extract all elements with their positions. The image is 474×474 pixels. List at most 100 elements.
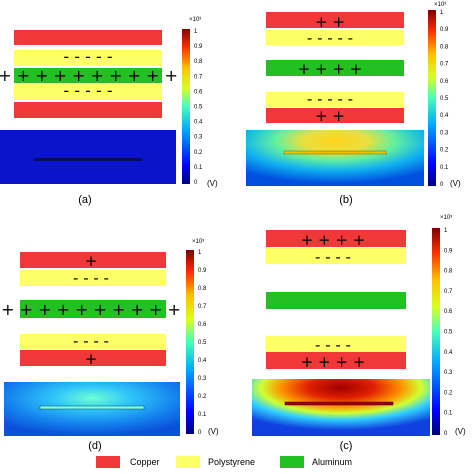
colorbar-tick-label: 0.9 bbox=[444, 248, 453, 254]
colorbar-tick-label: 1 bbox=[194, 29, 198, 35]
polystyrene-layer bbox=[266, 248, 406, 264]
colorbar-unit: (V) bbox=[450, 179, 461, 188]
colorbar-tick-label: 0.6 bbox=[194, 89, 203, 95]
potential-field bbox=[252, 379, 430, 436]
colorbar-tick-label: 0.6 bbox=[440, 79, 449, 85]
panel-a: - - - - - + + + + + + + + + + - - - - - … bbox=[0, 17, 218, 206]
colorbar-ticks: 1 0.9 0.8 0.7 0.6 0.5 0.4 0.3 0.2 0.1 0 bbox=[198, 250, 207, 436]
colorbar-scale: ×10³ bbox=[192, 239, 204, 245]
panel-caption: (b) bbox=[339, 194, 352, 206]
colorbar-tick-label: 0.4 bbox=[444, 350, 453, 356]
electrode-outline bbox=[284, 401, 394, 406]
colorbar-gradient bbox=[428, 10, 436, 186]
colorbar: ×10³ 1 0.9 0.8 0.7 0.6 0.5 0.4 0.3 0.2 0.1 0 (V) bbox=[428, 2, 461, 188]
polystyrene-layer bbox=[20, 270, 166, 286]
charge-signs: + + + + bbox=[301, 231, 366, 249]
polystyrene-layer bbox=[14, 50, 162, 66]
charge-signs: + bbox=[85, 350, 98, 368]
legend-label-polystyrene: Polystyrene bbox=[208, 457, 255, 467]
copper-layer bbox=[266, 12, 404, 28]
colorbar: ×10³ 1 0.9 0.8 0.7 0.6 0.5 0.4 0.3 0.2 0.1 0 (V) bbox=[182, 17, 218, 188]
colorbar-ticks: 1 0.9 0.8 0.7 0.6 0.5 0.4 0.3 0.2 0.1 0 bbox=[194, 29, 203, 186]
legend-swatch-copper bbox=[96, 456, 120, 468]
panel-caption: (c) bbox=[340, 440, 353, 452]
colorbar-tick-label: 0.1 bbox=[198, 412, 207, 418]
copper-layer bbox=[266, 352, 406, 369]
legend-label-copper: Copper bbox=[130, 457, 160, 467]
colorbar-tick-label: 0.5 bbox=[194, 105, 203, 111]
charge-signs: - - - - - bbox=[63, 81, 112, 100]
colorbar-tick-label: 0 bbox=[194, 180, 198, 186]
charge-signs: + bbox=[85, 252, 98, 270]
colorbar-tick-label: 1 bbox=[440, 10, 444, 16]
colorbar-tick-label: 0.9 bbox=[440, 27, 449, 33]
colorbar-tick-label: 1 bbox=[198, 250, 202, 256]
charge-signs: + + + + bbox=[301, 353, 366, 371]
polystyrene-layer bbox=[266, 30, 404, 45]
colorbar-tick-label: 0.5 bbox=[198, 340, 207, 346]
colorbar-tick-label: 0.3 bbox=[444, 370, 453, 376]
polystyrene-layer bbox=[266, 92, 404, 107]
legend-swatch-polystyrene bbox=[176, 456, 200, 468]
colorbar-ticks: 1 0.9 0.8 0.7 0.6 0.5 0.4 0.3 0.2 0.1 0 bbox=[444, 228, 453, 437]
colorbar-tick-label: 0.7 bbox=[444, 289, 453, 295]
colorbar-tick-label: 0.8 bbox=[444, 269, 453, 275]
colorbar-tick-label: 0.2 bbox=[198, 394, 207, 400]
charge-signs: - - - - - bbox=[307, 29, 353, 47]
charge-signs: + + bbox=[315, 107, 345, 125]
colorbar-unit: (V) bbox=[207, 179, 218, 188]
electrode-outline bbox=[39, 405, 145, 410]
copper-layer bbox=[20, 350, 166, 366]
colorbar-tick-label: 0.8 bbox=[194, 59, 203, 65]
copper-layer bbox=[14, 102, 162, 118]
colorbar-gradient bbox=[182, 29, 190, 184]
colorbar-tick-label: 0.3 bbox=[198, 376, 207, 382]
charge-signs: - - - - bbox=[73, 332, 109, 350]
colorbar-tick-label: 0.4 bbox=[198, 358, 207, 364]
copper-layer bbox=[266, 108, 404, 123]
colorbar-tick-label: 0.4 bbox=[194, 120, 203, 126]
charge-signs: + + + + + + + + + + bbox=[0, 66, 178, 85]
panel-c: + + + + - - - - - - - - + + + + ×10³ 1 0.… bbox=[252, 215, 466, 452]
potential-field bbox=[246, 130, 424, 186]
charge-signs: - - - - bbox=[73, 269, 109, 287]
charge-signs: - - - - bbox=[315, 248, 351, 266]
colorbar-tick-label: 0 bbox=[198, 430, 202, 436]
colorbar-tick-label: 0.8 bbox=[440, 44, 449, 50]
colorbar-tick-label: 0.3 bbox=[194, 135, 203, 141]
electrode-outline bbox=[283, 150, 387, 155]
colorbar-tick-label: 0.7 bbox=[440, 62, 449, 68]
colorbar-tick-label: 0.5 bbox=[440, 96, 449, 102]
panel-d: + - - - - + + + + + + + + + + - - - - + … bbox=[1, 239, 219, 452]
potential-field bbox=[0, 130, 176, 184]
polystyrene-layer bbox=[20, 334, 166, 349]
colorbar-gradient bbox=[432, 228, 440, 435]
colorbar-tick-label: 0.7 bbox=[194, 74, 203, 80]
colorbar-gradient bbox=[186, 250, 194, 434]
colorbar-tick-label: 0 bbox=[440, 182, 444, 188]
panel-b: + + - - - - - + + + + - - - - - + + ×10³… bbox=[246, 2, 461, 206]
charge-signs: - - - - bbox=[315, 336, 351, 354]
panel-caption: (d) bbox=[88, 440, 101, 452]
copper-layer bbox=[20, 252, 166, 268]
colorbar-unit: (V) bbox=[208, 427, 219, 436]
aluminum-layer bbox=[266, 60, 404, 76]
colorbar-tick-label: 1 bbox=[444, 228, 448, 234]
aluminum-layer bbox=[20, 300, 166, 318]
colorbar-tick-label: 0.9 bbox=[194, 44, 203, 50]
copper-layer bbox=[266, 230, 406, 247]
aluminum-layer bbox=[266, 292, 406, 309]
colorbar-tick-label: 0.1 bbox=[440, 165, 449, 171]
polystyrene-layer bbox=[266, 336, 406, 352]
charge-signs: - - - - - bbox=[63, 47, 112, 66]
legend-swatch-aluminum bbox=[280, 456, 304, 468]
colorbar-tick-label: 0.1 bbox=[194, 165, 203, 171]
colorbar-scale: ×10³ bbox=[434, 2, 446, 8]
legend-label-aluminum: Aluminum bbox=[312, 457, 352, 467]
colorbar-ticks: 1 0.9 0.8 0.7 0.6 0.5 0.4 0.3 0.2 0.1 0 bbox=[440, 10, 449, 188]
colorbar-tick-label: 0.1 bbox=[444, 411, 453, 417]
colorbar: ×10³ 1 0.9 0.8 0.7 0.6 0.5 0.4 0.3 0.2 0.1 0 (V) bbox=[432, 215, 466, 437]
polystyrene-layer bbox=[14, 84, 162, 100]
panel-caption: (a) bbox=[78, 194, 91, 206]
